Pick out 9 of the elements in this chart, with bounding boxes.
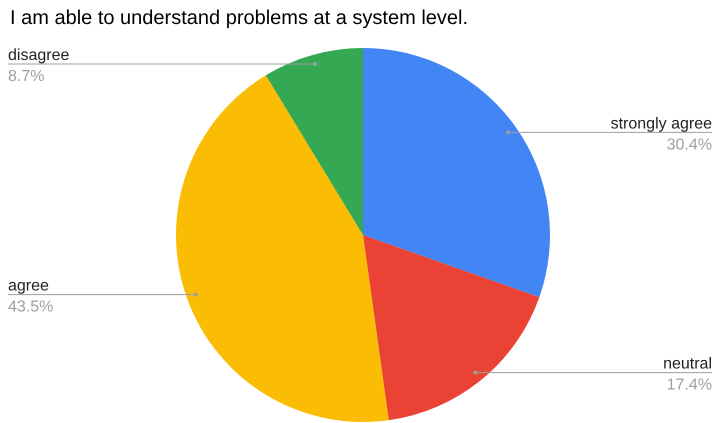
data-label: 30.4% xyxy=(666,136,712,154)
data-label: 17.4% xyxy=(666,376,712,394)
slice-label: strongly agree xyxy=(610,115,712,132)
slice-label: disagree xyxy=(8,46,70,64)
chart-title: I am able to understand problems at a system level. xyxy=(10,7,468,29)
slice-label: neutral xyxy=(663,356,712,373)
data-label: 43.5% xyxy=(8,298,54,316)
data-label: 8.7% xyxy=(8,68,44,85)
slice-label: agree xyxy=(8,278,50,295)
